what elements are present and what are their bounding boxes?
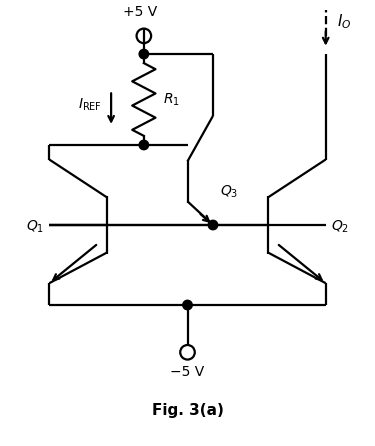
Text: $Q_3$: $Q_3$ [220, 184, 239, 200]
Text: −5 V: −5 V [170, 365, 205, 379]
Text: +5 V: +5 V [123, 5, 158, 20]
Circle shape [183, 300, 192, 310]
Text: Fig. 3(a): Fig. 3(a) [152, 403, 224, 418]
Circle shape [139, 140, 148, 150]
Text: $I_{\mathrm{REF}}$: $I_{\mathrm{REF}}$ [78, 97, 102, 113]
Text: $R_1$: $R_1$ [163, 91, 180, 108]
Text: $Q_2$: $Q_2$ [331, 219, 349, 235]
Text: $Q_1$: $Q_1$ [26, 219, 44, 235]
Text: $I_O$: $I_O$ [337, 12, 351, 31]
Circle shape [208, 220, 218, 230]
Circle shape [139, 50, 148, 59]
